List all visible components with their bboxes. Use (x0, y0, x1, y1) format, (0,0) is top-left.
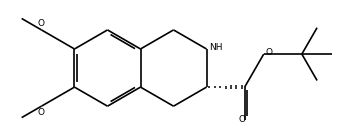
Text: NH: NH (209, 43, 222, 52)
Text: O: O (38, 19, 45, 28)
Text: O: O (265, 48, 272, 57)
Text: O: O (238, 115, 245, 124)
Text: O: O (37, 108, 44, 117)
